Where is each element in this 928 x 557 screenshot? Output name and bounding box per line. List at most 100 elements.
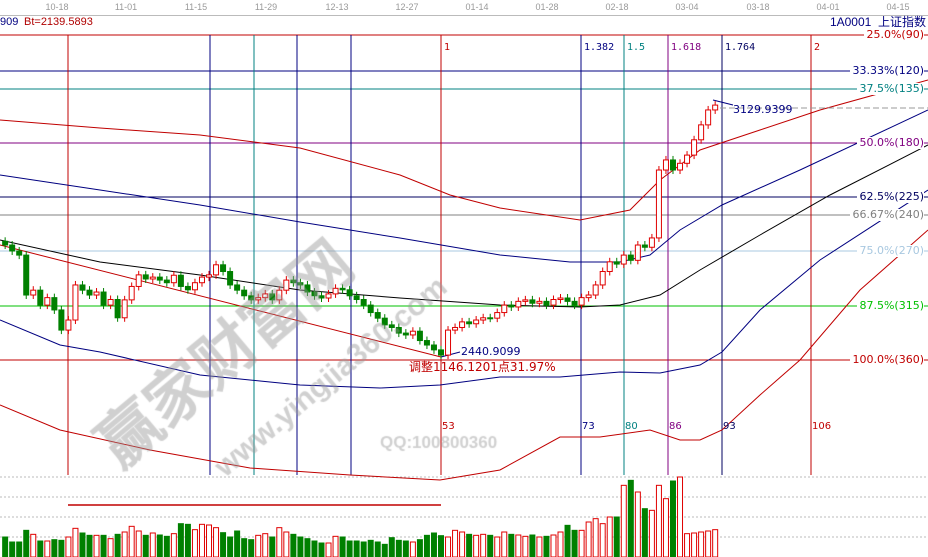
- bar-count-label: 93: [723, 421, 736, 432]
- volume-bar: [395, 539, 402, 557]
- volume-bar: [508, 533, 515, 557]
- volume-bar: [177, 523, 184, 557]
- candle-body: [276, 289, 283, 301]
- volume-bar: [37, 540, 44, 557]
- candle-body: [684, 154, 691, 164]
- candle-body: [459, 321, 466, 328]
- candle-body: [620, 254, 627, 265]
- candle-body: [100, 291, 107, 306]
- volume-bar: [16, 541, 23, 557]
- candle-body: [283, 279, 290, 291]
- volume-bar: [170, 533, 177, 557]
- volume-bar: [536, 536, 543, 557]
- candle-body: [86, 289, 93, 296]
- upper-blue-band: [0, 109, 928, 263]
- candle-body: [501, 304, 508, 314]
- volume-bar: [487, 534, 494, 557]
- candle-body: [522, 299, 529, 302]
- volume-bar: [198, 523, 205, 557]
- candle-body: [128, 285, 135, 301]
- volume-bar: [255, 534, 262, 557]
- bar-count-label: 73: [582, 421, 595, 432]
- candle-body: [367, 304, 374, 314]
- bar-count-label: 86: [669, 421, 682, 432]
- candle-body: [655, 169, 662, 239]
- fib-ratio-label: 1.764: [725, 42, 756, 53]
- volume-bar: [234, 530, 241, 557]
- candle-body: [374, 312, 381, 319]
- bar-count-label: 80: [625, 421, 638, 432]
- candle-body: [606, 261, 613, 273]
- volume-bar: [304, 538, 311, 557]
- volume-bar: [381, 543, 388, 557]
- candle-body: [346, 289, 353, 297]
- candle-body: [487, 317, 494, 320]
- fib-ratio-label: 1: [444, 42, 451, 53]
- candle-body: [543, 300, 550, 306]
- candle-body: [191, 282, 198, 291]
- price-level-label: 87.5%(315): [857, 299, 924, 312]
- candle-body: [698, 124, 705, 141]
- volume-bar: [241, 538, 248, 557]
- bar-count-label: 106: [812, 421, 832, 432]
- candle-body: [402, 332, 409, 336]
- candle-body: [395, 326, 402, 334]
- high-marker: [712, 99, 734, 106]
- candle-body: [599, 271, 606, 286]
- price-level-label: 62.5%(225): [857, 190, 924, 203]
- candle-body: [177, 274, 184, 287]
- candle-body: [30, 289, 37, 296]
- volume-bar: [248, 539, 255, 557]
- candle-body: [515, 300, 522, 308]
- candle-body: [311, 291, 318, 297]
- volume-bar: [388, 537, 395, 557]
- volume-bar: [191, 529, 198, 557]
- candle-body: [9, 244, 16, 252]
- volume-bar: [30, 533, 37, 557]
- candle-body: [23, 254, 30, 296]
- volume-bar: [318, 542, 325, 557]
- candle-body: [234, 284, 241, 291]
- volume-bar: [606, 516, 613, 557]
- volume-bar: [613, 516, 620, 557]
- candle-body: [627, 254, 634, 261]
- volume-bar: [543, 535, 550, 557]
- candle-body: [72, 284, 79, 321]
- candle-body: [163, 279, 170, 284]
- volume-bar: [669, 480, 676, 557]
- candle-body: [206, 274, 213, 278]
- price-level-label: 66.67%(240): [850, 208, 924, 221]
- volume-bar: [297, 536, 304, 557]
- volume-bar: [529, 534, 536, 557]
- volume-bar: [262, 533, 269, 557]
- candle-body: [712, 104, 719, 111]
- volume-bar: [360, 541, 367, 557]
- candle-body: [648, 237, 655, 248]
- candle-body: [198, 276, 205, 284]
- bar-count-label: 53: [442, 421, 455, 432]
- candle-body: [677, 162, 684, 171]
- candle-body: [255, 297, 262, 301]
- candle-body: [332, 287, 339, 295]
- adjustment-note: 调整1146.1201点31.97%: [409, 360, 556, 374]
- candle-body: [269, 293, 276, 301]
- volume-bar: [557, 531, 564, 557]
- volume-bar: [430, 532, 437, 557]
- volume-bar: [416, 539, 423, 557]
- candle-body: [571, 300, 578, 306]
- volume-bar: [72, 527, 79, 557]
- volume-bar: [339, 536, 346, 557]
- volume-bar: [332, 535, 339, 557]
- volume-bar: [698, 531, 705, 557]
- candle-body: [79, 284, 86, 291]
- low-price-label: 2440.9099: [461, 345, 521, 358]
- volume-bar: [494, 536, 501, 557]
- volume-bar: [213, 527, 220, 557]
- volume-bar: [121, 531, 128, 557]
- volume-bar: [473, 534, 480, 557]
- candle-body: [388, 324, 395, 328]
- candle-body: [430, 344, 437, 351]
- volume-bar: [163, 535, 170, 557]
- volume-bar: [283, 531, 290, 557]
